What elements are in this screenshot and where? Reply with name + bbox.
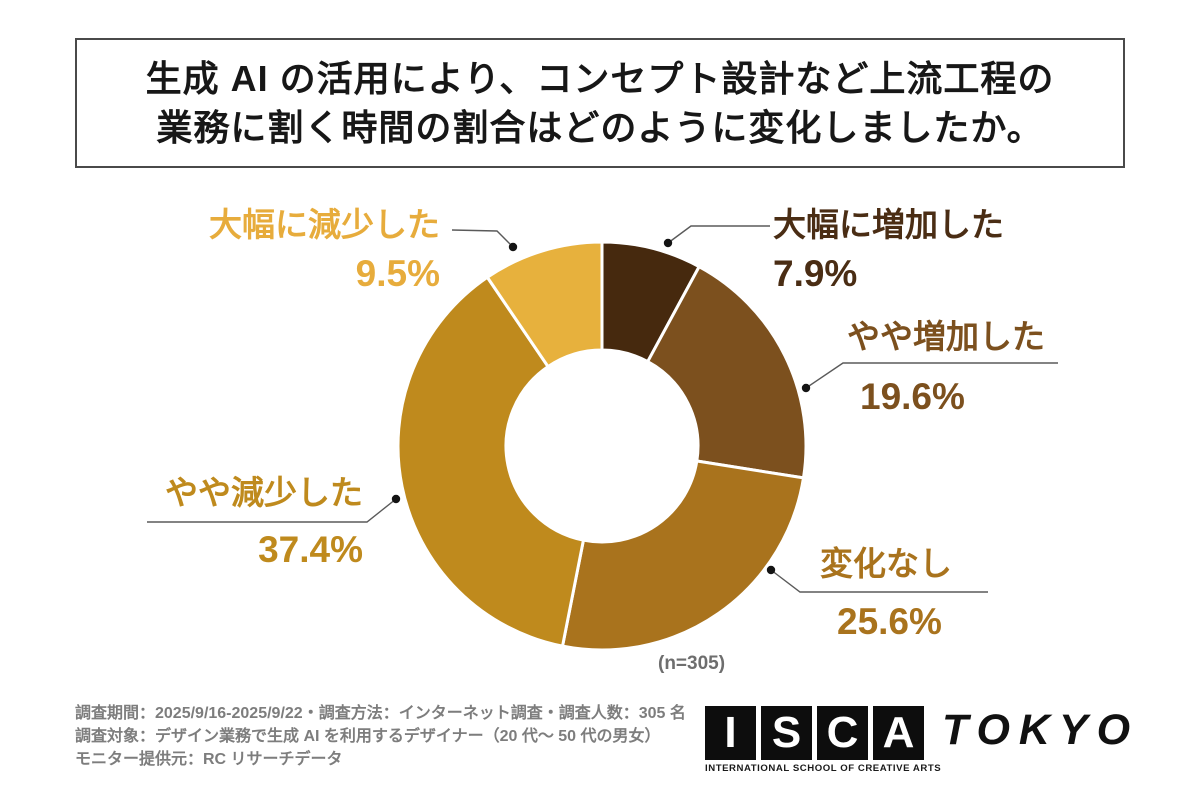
leader-line (451, 229, 514, 248)
slice-percent: 25.6% (837, 601, 942, 642)
footnote-line-2: 調査対象：デザイン業務で生成 AI を利用するデザイナー（20 代〜 50 代の… (75, 728, 661, 745)
chart-title-line-1: 生成 AI の活用により、コンセプト設計など上流工程の (145, 58, 1055, 99)
isca-logo: I S C A INTERNATIONAL SCHOOL OF CREATIVE… (705, 706, 941, 774)
slice-label-no-change: 変化なし 25.6% (820, 543, 952, 642)
slice-percent: 9.5% (355, 253, 440, 294)
slice-label-decrease-some: やや減少した 37.4% (123, 472, 363, 570)
logo-square-s: S (761, 706, 812, 760)
leader-line (147, 498, 397, 523)
leader-line (770, 569, 988, 593)
slice-percent: 19.6% (860, 376, 965, 417)
leader-dot (663, 238, 673, 248)
leader-line (667, 225, 770, 244)
slice-percent: 37.4% (258, 529, 363, 570)
logo-letter: S (771, 708, 802, 757)
survey-footnotes: 調査期間：2025/9/16-2025/9/22・調査方法：インターネット調査・… (75, 702, 686, 771)
logo-square-i: I (705, 706, 756, 760)
leader-dot (766, 565, 776, 575)
slice-percent: 7.9% (773, 253, 858, 294)
logo-square-a: A (873, 706, 924, 760)
slice-name: やや減少した (165, 474, 363, 511)
logo-letter: I (724, 708, 737, 757)
slice-name: 大幅に減少した (209, 206, 440, 243)
logo-letter: C (826, 708, 859, 757)
slice-name: 大幅に増加した (773, 206, 1004, 243)
title-box: 生成 AI の活用により、コンセプト設計など上流工程の 業務に割く時間の割合はど… (75, 38, 1125, 168)
slice-name: 変化なし (820, 545, 952, 582)
footnote-line-1: 調査期間：2025/9/16-2025/9/22・調査方法：インターネット調査・… (75, 705, 686, 722)
leader-dot (508, 242, 518, 252)
slice-label-increase-large: 大幅に増加した 7.9% (773, 204, 1004, 294)
leader-line (805, 362, 1058, 389)
isca-logo-squares: I S C A (705, 706, 941, 760)
slice-label-decrease-large: 大幅に減少した 9.5% (200, 204, 440, 294)
logo-subtext: INTERNATIONAL SCHOOL OF CREATIVE ARTS (705, 763, 942, 774)
leader-dot (391, 494, 401, 504)
donut-segment (396, 275, 586, 648)
logo-letter: A (882, 708, 915, 757)
donut-segment (645, 264, 808, 480)
logo-wordmark-tokyo: TOKYO (942, 706, 1140, 754)
sample-size-note: (n=305) (658, 653, 726, 674)
donut-segment (485, 240, 604, 369)
slice-name: やや増加した (847, 318, 1045, 355)
chart-title-line-2: 業務に割く時間の割合はどのように変化しましたか。 (156, 107, 1044, 148)
logo-square-c: C (817, 706, 868, 760)
footnote-line-3: モニター提供元：RC リサーチデータ (75, 751, 343, 768)
slice-label-increase-some: やや増加した 19.6% (847, 316, 1045, 417)
donut-segment (560, 459, 806, 652)
leader-dot (801, 383, 811, 393)
